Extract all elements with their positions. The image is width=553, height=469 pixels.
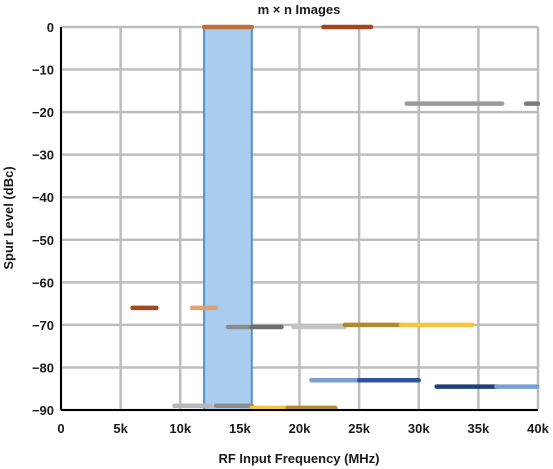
y-tick-label-3: −30 (32, 148, 54, 163)
y-tick-label-6: −60 (32, 275, 54, 290)
x-tick-label-3: 15k (229, 421, 251, 436)
highlight-region (203, 26, 253, 411)
x-tick-label-2: 10k (169, 421, 191, 436)
data-segments (130, 24, 541, 411)
y-tick-label-2: −20 (32, 105, 54, 120)
y-tick-label-9: −90 (32, 403, 54, 418)
y-axis-title: Spur Level (dBc) (1, 166, 16, 269)
y-tick-label-5: −50 (32, 233, 54, 248)
x-tick-label-7: 35k (468, 421, 490, 436)
x-tick-labels: 0 5k 10k 15k 20k 25k 30k 35k 40k (57, 421, 549, 436)
x-tick-label-6: 30k (408, 421, 430, 436)
y-tick-label-8: −80 (32, 360, 54, 375)
y-tick-label-0: 0 (47, 20, 54, 35)
y-tick-labels: 0 −10 −20 −30 −40 −50 −60 −70 −80 −90 (32, 20, 54, 418)
x-tick-label-0: 0 (57, 421, 64, 436)
x-axis-title: RF Input Frequency (MHz) (218, 451, 379, 466)
grid-lines (59, 25, 540, 412)
x-tick-label-1: 5k (113, 421, 128, 436)
x-tick-label-5: 25k (348, 421, 370, 436)
chart-title: m × n Images (258, 2, 341, 17)
y-tick-label-4: −40 (32, 190, 54, 205)
y-tick-label-1: −10 (32, 63, 54, 78)
x-tick-label-4: 20k (289, 421, 311, 436)
highlight-region-group (203, 26, 253, 411)
y-tick-label-7: −70 (32, 318, 54, 333)
plot-frame (60, 27, 538, 411)
x-tick-label-8: 40k (527, 421, 549, 436)
